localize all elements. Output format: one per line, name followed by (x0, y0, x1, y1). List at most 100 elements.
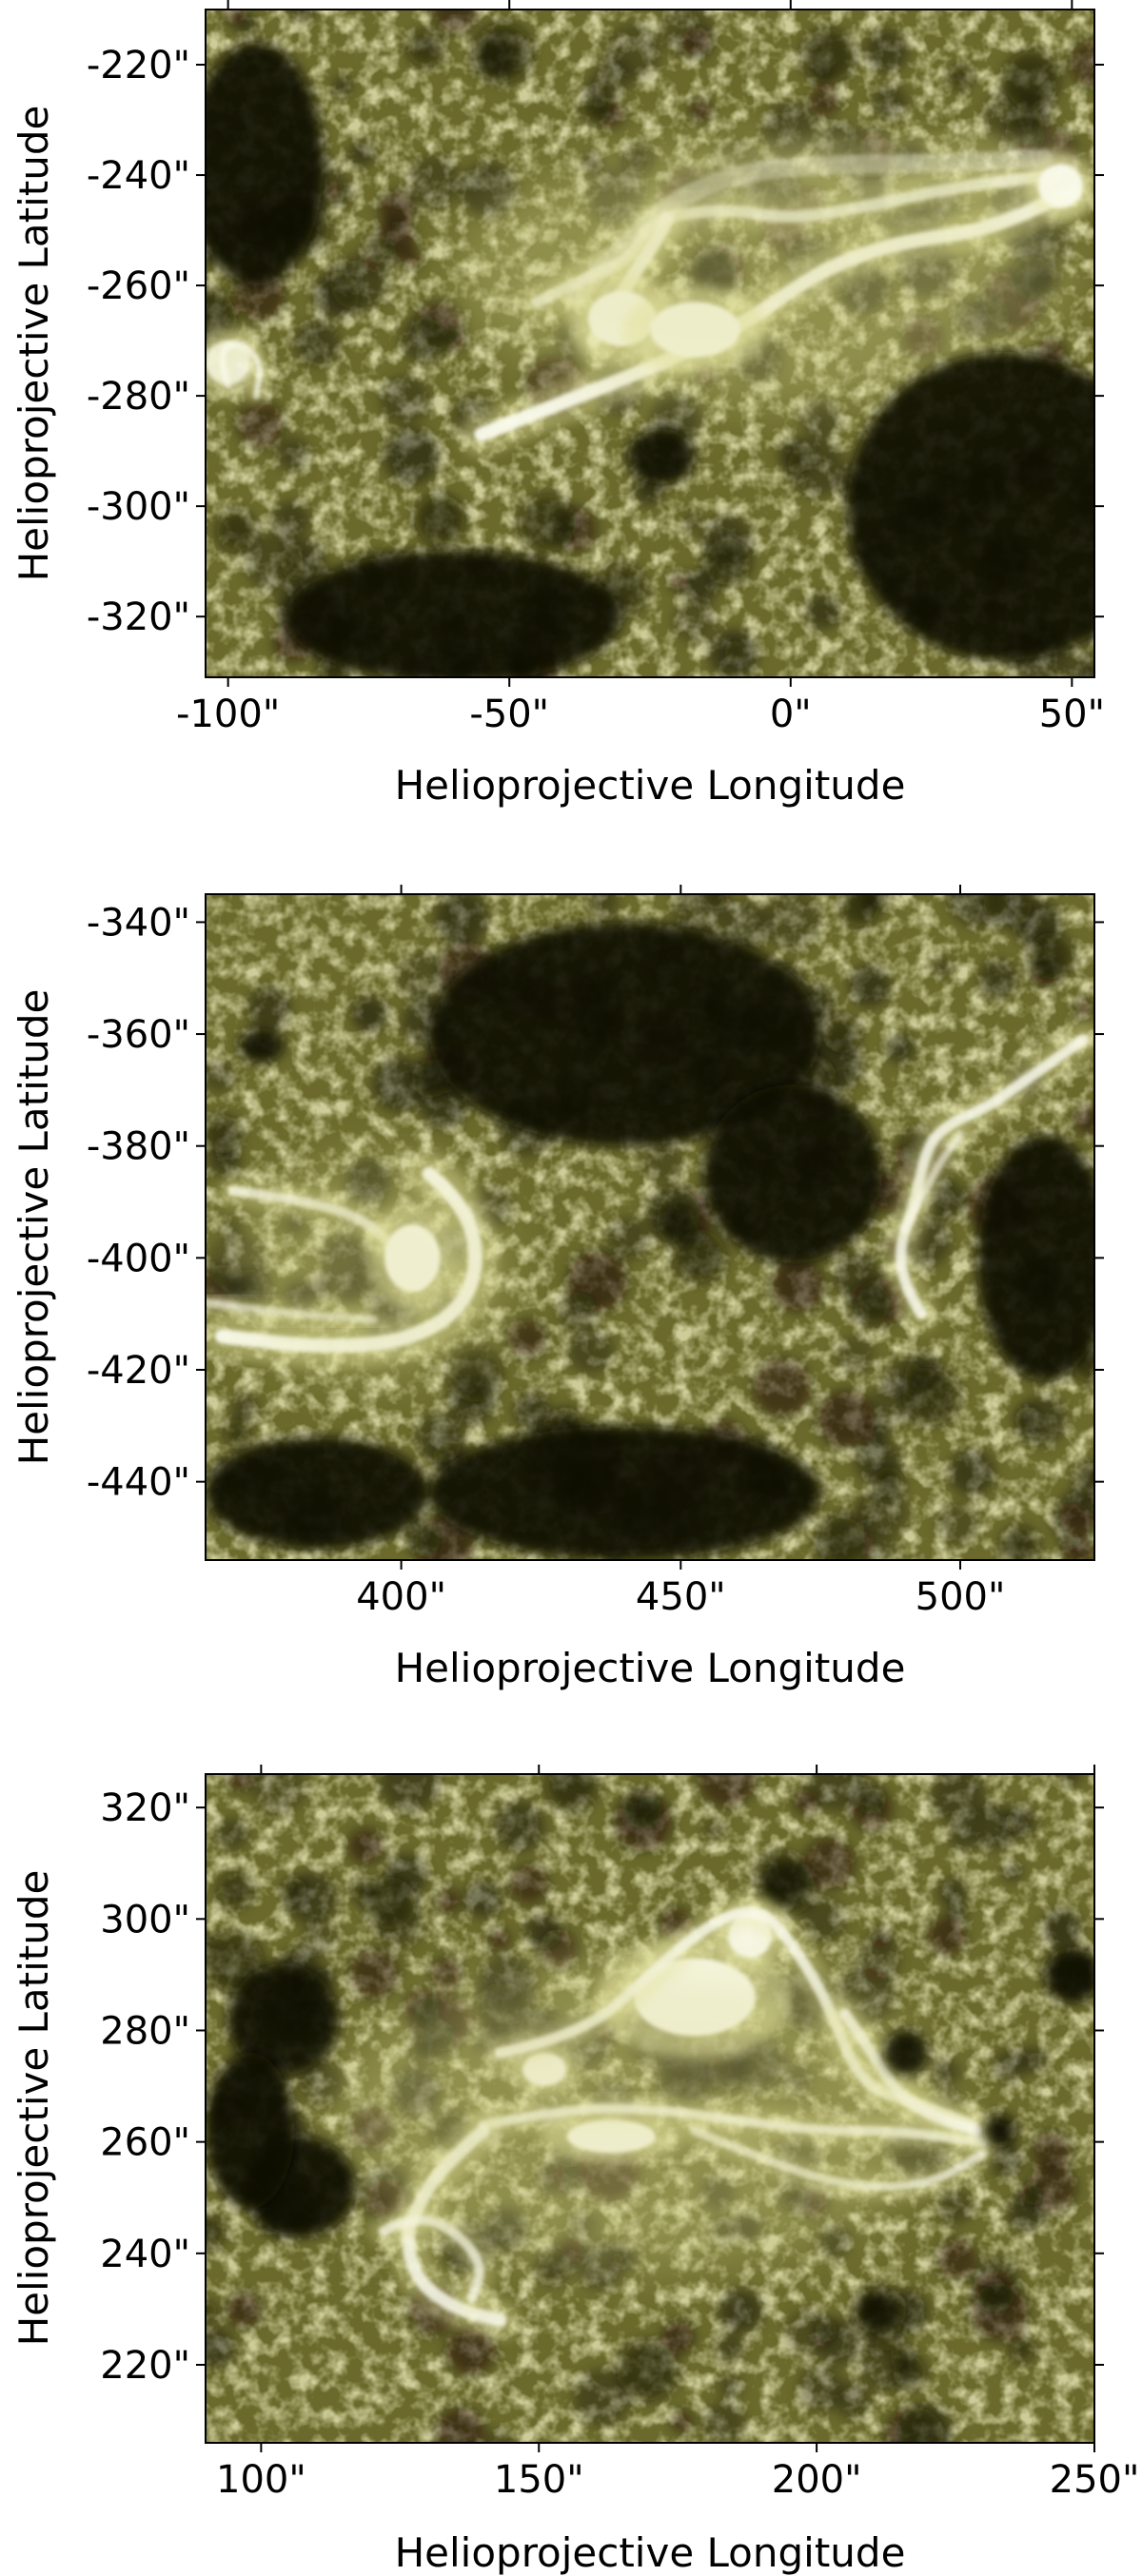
mottle-patch (380, 375, 430, 425)
coronal-loop (900, 1130, 965, 1235)
mottle-patch (893, 2355, 927, 2390)
mottle-patch (464, 1880, 502, 1919)
mottle-patch (472, 22, 533, 83)
mottle-patch (221, 1218, 244, 1240)
mottle-patch (812, 65, 834, 86)
x-tick-label: 450" (636, 1575, 726, 1619)
mottle-patch (978, 959, 1017, 998)
mottle-patch (864, 29, 909, 73)
mottle-patch (351, 996, 388, 1033)
mottle-patch (680, 27, 714, 60)
mottle-patch (226, 2292, 262, 2328)
mottle-patch (384, 428, 441, 485)
mottle-patch (752, 1357, 812, 1417)
mottle-patch (948, 1449, 995, 1496)
mottle-patch (271, 500, 310, 540)
diffuse-glow (333, 1958, 945, 2271)
panel-2-svg: 400" 450" 500" -340" -360" -380" -400" -420" -44… (10, 885, 1104, 1691)
dark-region (206, 42, 325, 286)
mottle-patch (971, 1804, 1017, 1850)
mottle-patch (1027, 932, 1074, 980)
mottle-patch (1019, 2182, 1042, 2205)
image-area (206, 10, 1094, 677)
mottle-patch (802, 1837, 856, 1890)
mottle-patch (719, 2288, 763, 2332)
y-tick-label: -420" (87, 1349, 190, 1393)
mottle-patch (524, 1913, 561, 1950)
axes-frame (205, 1773, 1095, 2444)
mottle-patch (294, 320, 341, 366)
mottle-patch (861, 1529, 897, 1560)
dark-region (846, 351, 1094, 661)
y-tick-label: -260" (87, 264, 190, 308)
mottle-patch (435, 2407, 485, 2443)
y-tick-label: -220" (87, 44, 190, 88)
mottle-patch (870, 1928, 894, 1951)
mottle-patch (814, 1516, 866, 1560)
mottle-patch (993, 2048, 1027, 2082)
dark-region (983, 2114, 1017, 2148)
mottle-patch (937, 2190, 973, 2226)
mottle-patch (885, 1033, 916, 1064)
mottle-patch (817, 1390, 876, 1449)
mottle-patch (400, 316, 446, 363)
axes-frame (205, 9, 1095, 678)
mottle-patch (236, 400, 285, 449)
panel-1: -100" -50" 0" 50" -220" -240" -260" -280" -300" -… (0, 0, 1142, 837)
y-tick-label: 240" (100, 2233, 190, 2276)
mottle-patch (216, 510, 258, 553)
mottle-patch (1073, 1104, 1094, 1135)
mottle-patch (276, 437, 310, 471)
mottle-patch (567, 1327, 614, 1374)
y-axis-label: Helioprojective Latitude (10, 989, 57, 1466)
mottle-patch (225, 10, 247, 27)
image-area (206, 894, 1094, 1560)
mottle-patch (999, 1525, 1040, 1560)
mottle-patch (856, 1497, 877, 1518)
mottle-patch (905, 1354, 943, 1392)
mottle-patch (971, 2283, 1029, 2341)
mottle-patch (1073, 998, 1093, 1019)
mottle-patch (285, 1872, 338, 1924)
mottle-patch (397, 951, 449, 1004)
x-axis-label: Helioprojective Longitude (395, 2529, 906, 2576)
mottle-patch (797, 2365, 844, 2411)
mottle-patch (778, 438, 815, 474)
y-tick-label: -380" (87, 1125, 190, 1169)
mottle-patch (351, 1878, 378, 1904)
x-tick-label: -50" (469, 693, 549, 736)
mottle-patch (606, 1217, 651, 1260)
mottle-patch (589, 894, 620, 917)
mottle-patch (672, 599, 718, 644)
x-tick-label: 500" (916, 1575, 1006, 1619)
y-tick-label: -320" (87, 595, 190, 639)
mottle-patch (859, 2286, 907, 2334)
mottle-patch (704, 537, 752, 586)
mottle-patch (855, 1437, 900, 1484)
mottle-patch (509, 1864, 549, 1904)
mottle-patch (937, 1878, 968, 1907)
mottle-patch (332, 76, 352, 96)
mottle-patch (298, 2059, 344, 2104)
mottle-patch (216, 1818, 249, 1850)
mottle-patch (380, 1774, 441, 1813)
mottle-patch (378, 190, 416, 228)
mottle-patch (347, 141, 375, 168)
mottle-patch (597, 100, 625, 129)
mottle-patch (771, 1259, 825, 1313)
x-axis-label: Helioprojective Longitude (395, 762, 906, 809)
mottle-patch (689, 99, 713, 123)
mottle-patch (704, 894, 730, 909)
x-tick-label: 400" (356, 1575, 446, 1619)
mottle-patch (349, 1949, 400, 2000)
mottle-patch (1002, 1862, 1022, 1883)
mottle-patch (870, 1380, 916, 1426)
mottle-patch (823, 1015, 861, 1054)
y-tick-label: 260" (100, 2121, 190, 2165)
panel-2: 400" 450" 500" -340" -360" -380" -400" -420" -44… (0, 875, 1142, 1693)
mottle-patch (702, 2401, 746, 2443)
mottle-patch (932, 957, 953, 977)
dark-region (428, 1425, 821, 1560)
mottle-patch (519, 494, 577, 553)
mottle-patch (840, 894, 880, 927)
